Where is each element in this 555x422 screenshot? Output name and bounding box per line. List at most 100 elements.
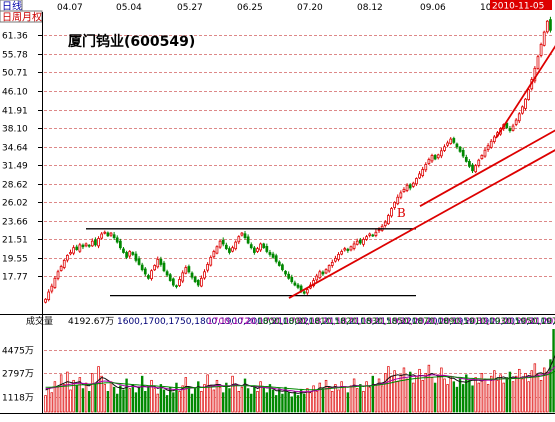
candle [549, 16, 552, 33]
candle [94, 237, 97, 247]
candle [181, 270, 185, 284]
candle-body [159, 258, 163, 265]
candle-body [277, 261, 281, 266]
candle [259, 242, 262, 252]
date-label: 05.27 [177, 3, 203, 13]
volume-bar [100, 375, 103, 413]
volume-bar [499, 374, 502, 413]
candle [187, 264, 191, 274]
candle-body [334, 257, 337, 262]
candle-body [203, 271, 206, 279]
volume-bar [44, 395, 47, 413]
candle-body [190, 272, 194, 278]
candle [318, 269, 322, 280]
tab-daily[interactable]: 日线 [2, 0, 22, 13]
y-tick-label: 26.02 [2, 199, 28, 209]
volume-bar [415, 375, 418, 413]
candle [355, 238, 359, 246]
volume-bar [427, 364, 431, 413]
volume-bar [327, 386, 331, 413]
candle-body [471, 164, 474, 172]
volume-bar [502, 382, 505, 413]
price-axis: 61.36 55.78 50.71 46.10 41.91 38.10 34.64 31.49… [2, 32, 42, 283]
y-tick-label: 50.71 [2, 69, 28, 79]
candle-body [212, 251, 216, 258]
volume-bar [256, 390, 259, 413]
volume-bar [119, 385, 122, 413]
volume-bar [543, 367, 546, 413]
date-label: 07.20 [297, 3, 323, 13]
candle-body [545, 20, 549, 33]
candle [137, 256, 141, 266]
candle-body [147, 275, 150, 279]
volume-bar [303, 393, 306, 413]
candle-body [424, 164, 428, 171]
candle [452, 136, 456, 145]
candle-body [168, 274, 172, 281]
candle-body [489, 140, 493, 148]
candle-body [290, 276, 294, 283]
trend-line [419, 129, 555, 207]
volume-bar [150, 379, 153, 413]
volume-bar [81, 388, 85, 413]
candle [47, 289, 51, 302]
candle [545, 20, 549, 34]
candle [237, 235, 241, 245]
candle [231, 245, 234, 253]
y-tick-label: 21.51 [2, 236, 28, 246]
candle-body [87, 244, 91, 247]
volume-bar [159, 384, 163, 413]
volume-bar [250, 393, 253, 413]
signal-marks: BS [397, 206, 406, 220]
candle [66, 254, 69, 263]
candle-body [402, 188, 406, 193]
volume-bar [228, 388, 231, 413]
candle [165, 269, 169, 278]
volume-bar [377, 378, 381, 413]
volume-bar [72, 379, 75, 413]
candle [527, 86, 530, 101]
candle [240, 231, 244, 237]
candle-body [337, 254, 340, 260]
candle [215, 245, 219, 255]
candle [365, 234, 368, 241]
candle-body [296, 284, 300, 288]
volume-bar [368, 386, 371, 413]
volume-bar [116, 393, 119, 413]
candle [461, 147, 465, 159]
candle [340, 249, 343, 256]
candle [106, 231, 110, 237]
candle-body [458, 146, 462, 152]
volume-bar [103, 384, 106, 413]
candle [480, 154, 484, 160]
tab-period[interactable]: 日周月权 [2, 11, 42, 24]
volume-bar [374, 384, 378, 413]
candle [486, 143, 490, 152]
candle [396, 194, 400, 206]
volume-bars [44, 329, 555, 413]
volume-ma10-line [45, 365, 555, 393]
candle-body [321, 271, 325, 275]
candle [542, 30, 546, 47]
volume-bar [418, 368, 421, 413]
candle-body [461, 150, 465, 157]
candle [443, 144, 446, 152]
candle [446, 140, 449, 148]
candle-body [59, 266, 63, 271]
volume-bar [408, 371, 412, 413]
candle-body [452, 138, 456, 143]
candle [140, 262, 144, 272]
candle-body [302, 291, 306, 294]
candle-body [449, 138, 453, 144]
volume-bar [437, 374, 440, 413]
candle-body [56, 271, 60, 279]
volume-bar [246, 388, 250, 413]
candle [371, 233, 375, 237]
y-tick-label: 38.10 [2, 125, 28, 135]
candle [358, 237, 362, 245]
candle-body [521, 106, 524, 114]
candle [84, 242, 88, 248]
candle [256, 246, 259, 253]
y-tick-label: 19.55 [2, 255, 28, 265]
volume-bar [390, 375, 393, 413]
